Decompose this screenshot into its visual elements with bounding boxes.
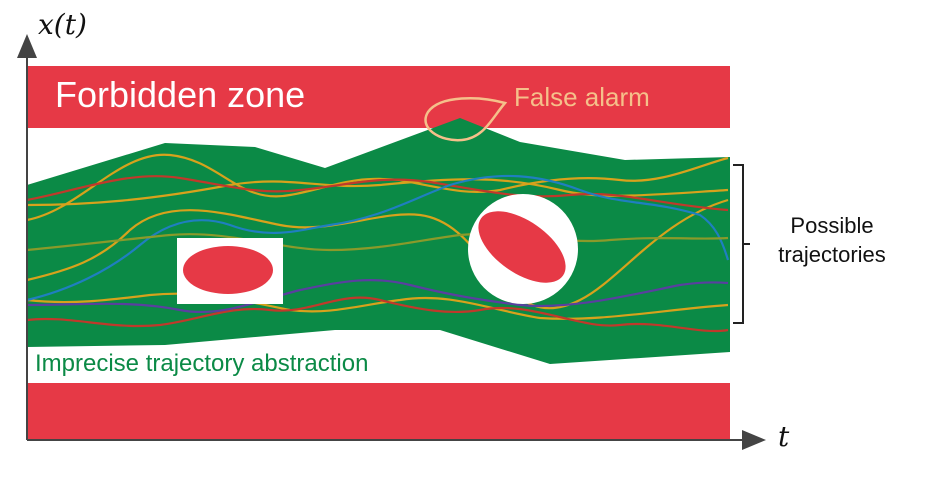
trajectory-purple-1 (26, 278, 729, 314)
obstacle-circle-ellipse (478, 211, 566, 283)
forbidden-zone-label: Forbidden zone (55, 74, 305, 115)
abstraction-band (27, 118, 730, 364)
forbidden-zone-bottom (27, 383, 730, 440)
x-axis-label: t (778, 420, 790, 453)
forbidden-zone-top (27, 66, 730, 128)
trajectory-red-2 (26, 296, 729, 333)
imprecise-abstraction-label: Imprecise trajectory abstraction (35, 350, 368, 377)
false-alarm-label: False alarm (514, 82, 650, 112)
trajectory-olive-1 (26, 232, 729, 252)
possible-trajectories-label-1: Possible (790, 213, 873, 238)
trajectory-gold-4 (26, 292, 729, 320)
obstacle-box-ellipse (183, 246, 273, 294)
trajectories (26, 153, 730, 333)
trajectory-gold-3 (26, 198, 729, 310)
trajectories-bracket (733, 164, 750, 324)
y-axis-label: x(t) (38, 8, 87, 41)
false-alarm-loop (424, 96, 508, 142)
possible-trajectories-label-2: trajectories (778, 242, 886, 267)
trajectory-blue-1 (26, 174, 730, 302)
